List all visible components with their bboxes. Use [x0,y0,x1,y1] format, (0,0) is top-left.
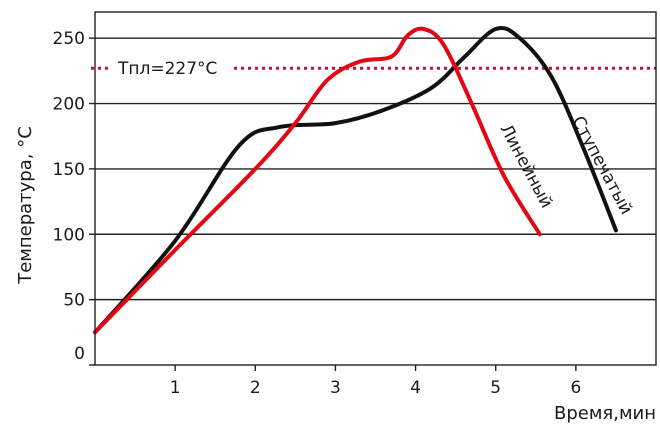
x-tick-label-1: 1 [170,378,181,398]
x-tick-label-6: 6 [570,378,581,398]
axes [94,11,657,366]
melting-point-reference: Тпл=227°C [91,59,656,79]
x-tick-label-3: 3 [330,378,341,398]
y-tick-label-100: 100 [53,225,85,245]
x-axis-label: Время,мин [554,403,656,424]
series-label-1: Линейный [496,121,557,212]
y-tick-label-250: 250 [53,29,85,49]
series-line-0 [93,25,618,335]
series-label-0: Ступечатый [568,113,636,218]
y-tick-label-50: 50 [63,291,85,311]
plot-frame [94,11,657,366]
reference-line-label: Тпл=227°C [117,59,217,79]
series-group [93,25,618,335]
y-tick-label-200: 200 [53,95,85,115]
x-tick-label-5: 5 [490,378,501,398]
series-line-1 [93,26,542,335]
y-tick-label-150: 150 [53,160,85,180]
y-axis-label: Температура, °C [15,126,36,285]
x-tick-label-4: 4 [410,378,421,398]
tick-labels: 0 50 100 150 200 250 1 2 3 4 5 6 [53,29,582,398]
x-tick-label-2: 2 [250,378,261,398]
y-tick-label-0: 0 [74,344,85,364]
